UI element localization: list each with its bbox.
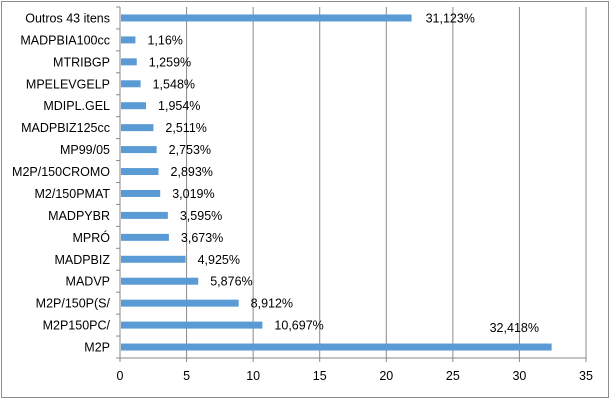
bar — [121, 277, 199, 285]
category-label: MADPBIZ — [54, 253, 110, 267]
category-label: MADPBIA100cc — [20, 33, 110, 47]
bar — [121, 299, 239, 307]
x-tick-label: 0 — [117, 369, 124, 383]
data-label: 1,548% — [153, 77, 195, 91]
bar — [121, 321, 263, 329]
bar — [121, 102, 147, 110]
x-tick-label: 25 — [446, 369, 460, 383]
bar — [121, 146, 157, 154]
grid-lines — [186, 7, 587, 358]
bar — [121, 343, 552, 351]
category-label: MDIPL.GEL — [43, 99, 110, 113]
bar — [121, 80, 141, 88]
data-label: 10,697% — [274, 319, 323, 333]
category-label: MPELEVGELP — [26, 77, 110, 91]
category-label: MPRÓ — [73, 230, 111, 245]
data-label: 32,418% — [490, 321, 539, 335]
data-label: 4,925% — [198, 253, 240, 267]
bars — [121, 14, 552, 351]
category-label: M2P/150P(S/ — [36, 297, 111, 311]
data-label: 2,893% — [171, 165, 213, 179]
x-tick-label: 30 — [512, 369, 526, 383]
bar — [121, 211, 168, 219]
data-label: 31,123% — [426, 11, 475, 25]
data-label: 3,595% — [180, 209, 222, 223]
category-label: M2P — [84, 341, 110, 355]
x-tick-label: 15 — [313, 369, 327, 383]
bar — [121, 14, 412, 22]
category-label: M2P/150CROMO — [12, 165, 110, 179]
category-label: MADVP — [66, 275, 110, 289]
data-label: 2,753% — [169, 143, 211, 157]
data-label: 3,019% — [172, 187, 214, 201]
bar — [121, 189, 161, 197]
data-label: 5,876% — [210, 275, 252, 289]
bar — [121, 255, 186, 263]
x-tick-label: 20 — [379, 369, 393, 383]
category-label: M2/150PMAT — [35, 187, 111, 201]
bar — [121, 233, 169, 241]
bar — [121, 168, 159, 176]
category-label: MTRIBGP — [53, 55, 110, 69]
data-label: 1,954% — [158, 99, 200, 113]
data-label: 1,259% — [149, 55, 191, 69]
category-label: MADPYBR — [48, 209, 110, 223]
category-label: MP99/05 — [60, 143, 110, 157]
data-label: 2,511% — [165, 121, 206, 135]
data-label: 3,673% — [181, 231, 223, 245]
data-label: 1,16% — [147, 33, 182, 47]
bar — [121, 124, 154, 132]
x-tick-label: 35 — [579, 369, 593, 383]
category-label: Outros 43 itens — [25, 11, 110, 25]
x-tick-label: 10 — [246, 369, 260, 383]
bar — [121, 58, 137, 66]
labels: 0 5 10 15 20 25 30 35 Outros 43 itens 31,123% MADP… — [12, 11, 593, 383]
category-label: MADPBIZ125cc — [21, 121, 110, 135]
category-label: M2P150PC/ — [43, 319, 111, 333]
data-label: 8,912% — [251, 297, 293, 311]
axes — [116, 6, 587, 362]
bar — [121, 36, 136, 44]
x-tick-label: 5 — [183, 369, 190, 383]
